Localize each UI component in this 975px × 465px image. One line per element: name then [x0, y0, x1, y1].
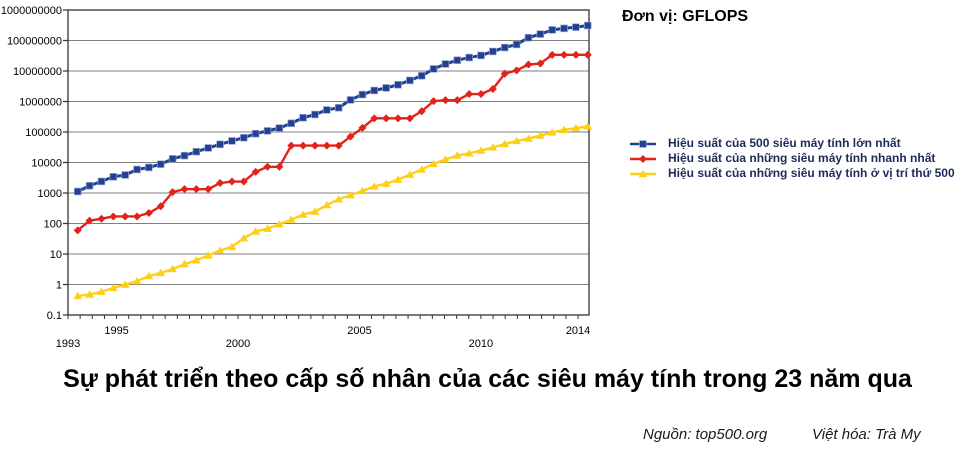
svg-text:1000000000: 1000000000 — [1, 5, 62, 17]
unit-label: Đơn vị: GFLOPS — [622, 8, 749, 25]
svg-text:1000: 1000 — [38, 188, 62, 200]
line-chart: 1000000000100000000100000001000000100000… — [1, 5, 593, 350]
svg-text:1: 1 — [56, 280, 62, 292]
legend-item-number500: Hiệu suất của những siêu máy tính ở vị t… — [630, 166, 960, 181]
svg-text:10000000: 10000000 — [13, 66, 62, 78]
svg-text:100000000: 100000000 — [7, 36, 62, 48]
legend-diamond-marker-icon — [630, 155, 656, 163]
source-text: Nguồn: top500.org — [643, 426, 768, 443]
svg-text:10: 10 — [50, 249, 62, 261]
legend-square-marker-icon — [630, 140, 656, 148]
svg-text:2014: 2014 — [566, 325, 590, 337]
svg-text:10000: 10000 — [31, 158, 62, 170]
legend-label-sum500: Hiệu suất của 500 siêu máy tính lớn nhất — [668, 136, 901, 150]
svg-text:100: 100 — [44, 219, 62, 231]
svg-text:1000000: 1000000 — [19, 97, 62, 109]
legend-item-sum500: Hiệu suất của 500 siêu máy tính lớn nhất — [630, 136, 960, 151]
svg-text:100000: 100000 — [25, 127, 62, 139]
svg-text:1995: 1995 — [104, 325, 128, 337]
chart-title: Sự phát triển theo cấp số nhân của các s… — [63, 365, 912, 393]
svg-text:2005: 2005 — [347, 325, 371, 337]
legend-label-number500: Hiệu suất của những siêu máy tính ở vị t… — [668, 166, 955, 180]
legend-item-fastest: Hiệu suất của những siêu máy tính nhanh … — [630, 151, 960, 166]
svg-text:1993: 1993 — [56, 338, 80, 350]
svg-text:0.1: 0.1 — [47, 310, 62, 322]
svg-text:2010: 2010 — [469, 338, 493, 350]
chart-legend: Hiệu suất của 500 siêu máy tính lớn nhất… — [630, 136, 960, 181]
legend-label-fastest: Hiệu suất của những siêu máy tính nhanh … — [668, 151, 936, 165]
credit-text: Việt hóa: Trà My — [812, 426, 921, 443]
svg-text:2000: 2000 — [226, 338, 250, 350]
legend-triangle-marker-icon — [630, 169, 656, 178]
